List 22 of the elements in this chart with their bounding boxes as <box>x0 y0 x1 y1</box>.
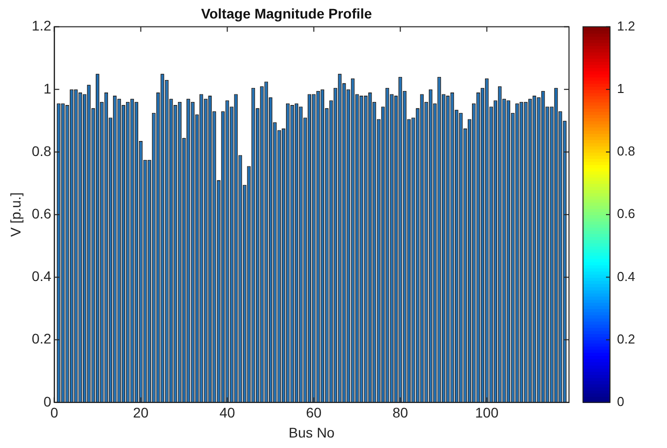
x-tick-label: 60 <box>306 404 322 421</box>
color-bar-label: 0.4 <box>617 268 636 284</box>
color-bar-label: 0.6 <box>617 206 636 222</box>
y-tick-label: 0.6 <box>32 205 52 222</box>
color-bar-label: 1.2 <box>617 18 636 34</box>
y-tick-label: 0 <box>43 393 52 410</box>
x-tick-label: 20 <box>132 404 149 421</box>
y-tick-label: 1 <box>43 80 52 96</box>
y-tick-label: 0.4 <box>32 268 52 284</box>
y-tick-label: 1.2 <box>32 18 52 34</box>
x-tick-label: 100 <box>475 404 499 421</box>
y-tick-label: 0.8 <box>32 142 52 159</box>
y-axis-title: V [p.u.] <box>7 192 24 237</box>
x-tick-label: 80 <box>392 404 408 421</box>
color-bar-label: 1 <box>617 80 624 96</box>
color-bar-label: 0.2 <box>617 331 636 346</box>
chart-title: Voltage Magnitude Profile <box>201 5 372 22</box>
y-tick-label: 0.2 <box>32 330 52 347</box>
color-bar-label: 0 <box>617 394 624 409</box>
x-axis-title: Bus No <box>288 424 335 440</box>
x-tick-label: 40 <box>219 404 236 421</box>
color-bar-label: 0.8 <box>617 144 636 159</box>
